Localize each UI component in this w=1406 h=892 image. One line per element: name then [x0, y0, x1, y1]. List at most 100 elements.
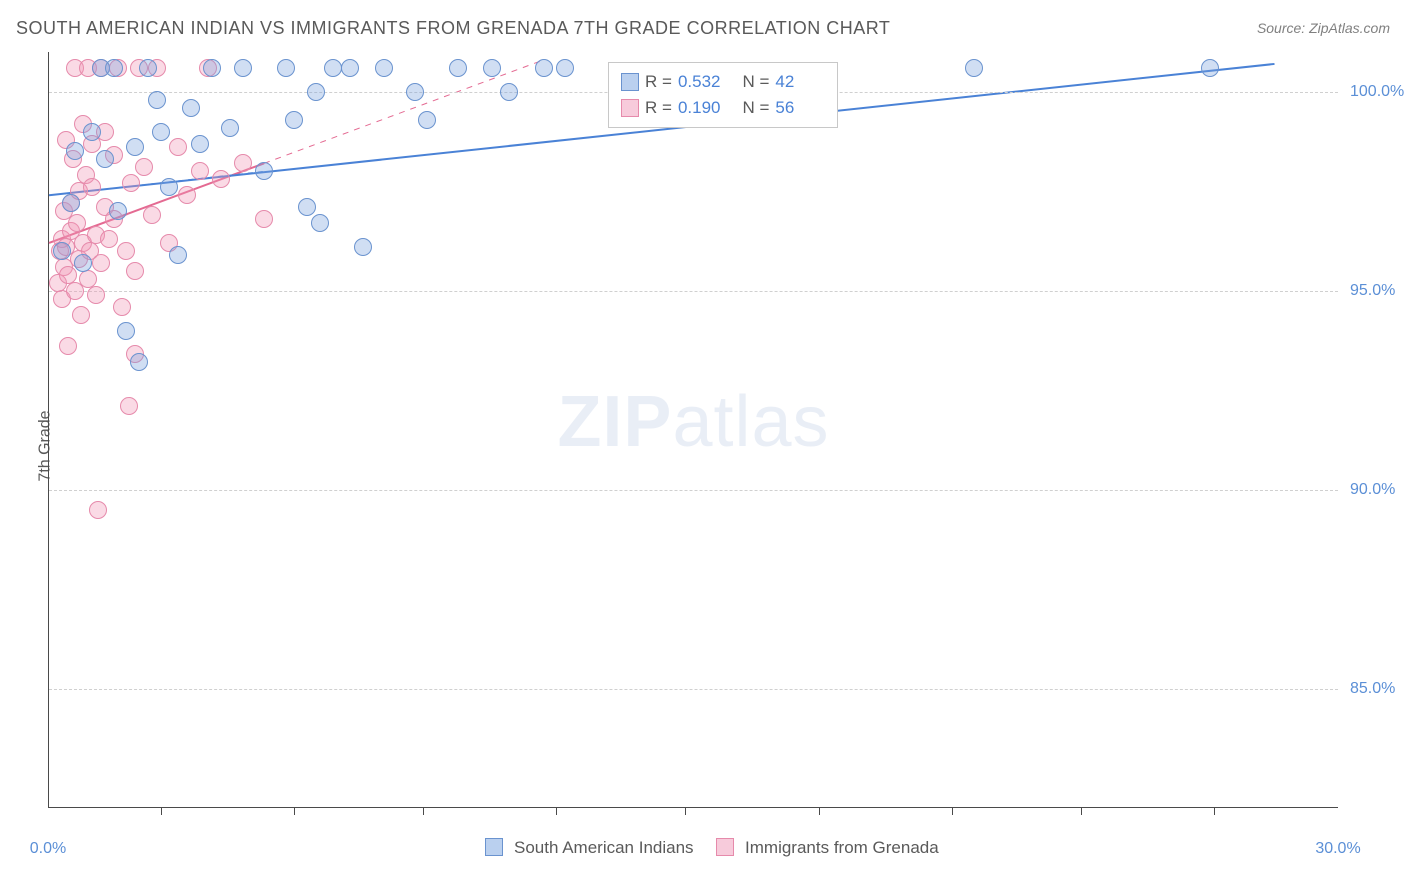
data-point: [285, 111, 303, 129]
data-point: [178, 186, 196, 204]
data-point: [117, 242, 135, 260]
data-point: [92, 254, 110, 272]
series-legend: South American Indians Immigrants from G…: [0, 838, 1406, 858]
data-point: [255, 210, 273, 228]
data-point: [212, 170, 230, 188]
data-point: [354, 238, 372, 256]
data-point: [311, 214, 329, 232]
data-point: [307, 83, 325, 101]
data-point: [68, 214, 86, 232]
data-point: [234, 59, 252, 77]
data-point: [62, 194, 80, 212]
data-point: [139, 59, 157, 77]
n-label: N =: [742, 95, 769, 121]
x-tick: [952, 807, 953, 815]
data-point: [72, 306, 90, 324]
data-point: [191, 135, 209, 153]
x-tick: [294, 807, 295, 815]
data-point: [298, 198, 316, 216]
legend-label-blue: South American Indians: [514, 838, 694, 857]
data-point: [221, 119, 239, 137]
source-credit: Source: ZipAtlas.com: [1257, 20, 1390, 36]
data-point: [169, 138, 187, 156]
x-tick: [423, 807, 424, 815]
data-point: [96, 150, 114, 168]
data-point: [74, 254, 92, 272]
n-value: 42: [775, 69, 794, 95]
data-point: [143, 206, 161, 224]
data-point: [1201, 59, 1219, 77]
data-point: [120, 397, 138, 415]
data-point: [66, 142, 84, 160]
x-tick: [161, 807, 162, 815]
data-point: [148, 91, 166, 109]
stats-legend-row: R =0.190 N =56: [621, 95, 825, 121]
data-point: [53, 242, 71, 260]
x-tick: [819, 807, 820, 815]
data-point: [449, 59, 467, 77]
scatter-plot-area: ZIPatlas: [48, 52, 1338, 808]
data-point: [255, 162, 273, 180]
data-point: [130, 353, 148, 371]
data-point: [152, 123, 170, 141]
data-point: [87, 286, 105, 304]
x-tick: [685, 807, 686, 815]
data-point: [965, 59, 983, 77]
data-point: [105, 59, 123, 77]
data-point: [122, 174, 140, 192]
data-point: [100, 230, 118, 248]
data-point: [406, 83, 424, 101]
legend-swatch: [621, 73, 639, 91]
data-point: [277, 59, 295, 77]
data-point: [169, 246, 187, 264]
data-point: [83, 123, 101, 141]
data-point: [500, 83, 518, 101]
y-tick-label: 90.0%: [1350, 481, 1395, 499]
y-tick-label: 100.0%: [1350, 83, 1404, 101]
data-point: [160, 178, 178, 196]
data-point: [89, 501, 107, 519]
data-point: [113, 298, 131, 316]
legend-swatch-blue: [485, 838, 503, 856]
x-tick: [556, 807, 557, 815]
chart-title: SOUTH AMERICAN INDIAN VS IMMIGRANTS FROM…: [16, 18, 890, 38]
y-tick-label: 85.0%: [1350, 680, 1395, 698]
stats-legend: R =0.532 N =42 R =0.190 N =56: [608, 62, 838, 128]
legend-label-pink: Immigrants from Grenada: [745, 838, 939, 857]
gridline: [49, 689, 1338, 690]
x-tick: [1214, 807, 1215, 815]
x-tick: [1081, 807, 1082, 815]
stats-legend-row: R =0.532 N =42: [621, 69, 825, 95]
r-value: 0.190: [678, 95, 721, 121]
n-value: 56: [775, 95, 794, 121]
legend-swatch-pink: [716, 838, 734, 856]
r-label: R =: [645, 69, 672, 95]
x-tick-label: 30.0%: [1315, 840, 1360, 858]
y-tick-label: 95.0%: [1350, 282, 1395, 300]
data-point: [191, 162, 209, 180]
data-point: [483, 59, 501, 77]
data-point: [126, 262, 144, 280]
n-label: N =: [742, 69, 769, 95]
x-tick-label: 0.0%: [30, 840, 66, 858]
data-point: [418, 111, 436, 129]
data-point: [109, 202, 127, 220]
data-point: [556, 59, 574, 77]
data-point: [375, 59, 393, 77]
data-point: [83, 178, 101, 196]
legend-swatch: [621, 99, 639, 117]
data-point: [135, 158, 153, 176]
r-label: R =: [645, 95, 672, 121]
data-point: [182, 99, 200, 117]
data-point: [341, 59, 359, 77]
data-point: [203, 59, 221, 77]
data-point: [59, 337, 77, 355]
data-point: [234, 154, 252, 172]
data-point: [117, 322, 135, 340]
data-point: [324, 59, 342, 77]
data-point: [535, 59, 553, 77]
data-point: [126, 138, 144, 156]
r-value: 0.532: [678, 69, 721, 95]
gridline: [49, 291, 1338, 292]
gridline: [49, 490, 1338, 491]
